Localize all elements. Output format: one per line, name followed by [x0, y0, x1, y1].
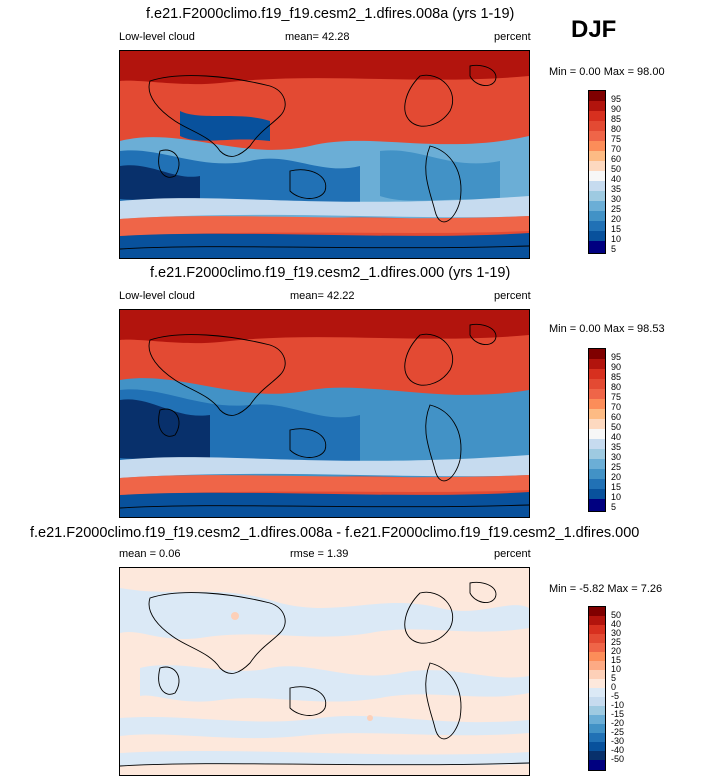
- colorbar-tick: 10: [611, 664, 622, 674]
- colorbar-tick: 60: [611, 412, 622, 422]
- colorbar-tick: 25: [611, 462, 622, 472]
- colorbar-tick: -50: [611, 754, 625, 764]
- panel1-colorbar: [588, 90, 606, 254]
- colorbar-tick: 70: [611, 402, 622, 412]
- panel3-units-label: percent: [494, 548, 531, 560]
- panel2-variable-label: Low-level cloud: [119, 290, 195, 302]
- colorbar-tick: 15: [611, 655, 622, 665]
- colorbar-tick: -30: [611, 736, 625, 746]
- panel2-map: [119, 309, 530, 518]
- colorbar-tick: 75: [611, 392, 622, 402]
- colorbar-tick: 80: [611, 382, 622, 392]
- colorbar-tick: 85: [611, 114, 622, 124]
- panel3-title: f.e21.F2000climo.f19_f19.cesm2_1.dfires.…: [30, 525, 640, 541]
- panel2-colorbar: [588, 348, 606, 512]
- panel3-colorbar-ticks: 50 40 30 25 20 15 10 5 0 -5 -10 -15 -20 …: [611, 610, 641, 770]
- colorbar-tick: 35: [611, 184, 622, 194]
- panel1-variable-label: Low-level cloud: [119, 31, 195, 43]
- panel2-mean-label: mean= 42.22: [290, 290, 355, 302]
- colorbar-tick: 95: [611, 352, 622, 362]
- colorbar-tick: 35: [611, 442, 622, 452]
- colorbar-tick: 25: [611, 637, 622, 647]
- colorbar-tick: 75: [611, 134, 622, 144]
- panel2-colorbar-ticks: 95 90 85 80 75 70 60 50 40 35 30 25 20 1…: [611, 352, 641, 512]
- colorbar-tick: 30: [611, 452, 622, 462]
- colorbar-tick: 40: [611, 174, 622, 184]
- colorbar-tick: 25: [611, 204, 622, 214]
- colorbar-tick: 20: [611, 472, 622, 482]
- panel2-minmax-label: Min = 0.00 Max = 98.53: [549, 323, 665, 335]
- colorbar-tick: -15: [611, 709, 625, 719]
- colorbar-tick: 5: [611, 244, 617, 254]
- colorbar-tick: 70: [611, 144, 622, 154]
- colorbar-tick: 50: [611, 164, 622, 174]
- panel2-units-label: percent: [494, 290, 531, 302]
- panel2-title: f.e21.F2000climo.f19_f19.cesm2_1.dfires.…: [150, 265, 511, 281]
- panel3-map: [119, 567, 530, 776]
- panel1-minmax-label: Min = 0.00 Max = 98.00: [549, 66, 665, 78]
- colorbar-tick: 50: [611, 610, 622, 620]
- colorbar-tick: -10: [611, 700, 625, 710]
- colorbar-tick: -25: [611, 727, 625, 737]
- colorbar-tick: 90: [611, 104, 622, 114]
- panel1-map: [119, 50, 530, 259]
- colorbar-tick: -5: [611, 691, 620, 701]
- panel1-colorbar-ticks: 95 90 85 80 75 70 60 50 40 35 30 25 20 1…: [611, 94, 641, 254]
- panel3-rmse-label: rmse = 1.39: [290, 548, 349, 560]
- panel1-mean-label: mean= 42.28: [285, 31, 350, 43]
- panel3-minmax-label: Min = -5.82 Max = 7.26: [549, 583, 663, 595]
- colorbar-tick: 20: [611, 646, 622, 656]
- panel1-units-label: percent: [494, 31, 531, 43]
- colorbar-tick: 0: [611, 682, 617, 692]
- colorbar-tick: 15: [611, 482, 622, 492]
- colorbar-tick: -40: [611, 745, 625, 755]
- colorbar-tick: 40: [611, 619, 622, 629]
- colorbar-tick: 30: [611, 628, 622, 638]
- colorbar-tick: 50: [611, 422, 622, 432]
- colorbar-tick: 5: [611, 673, 617, 683]
- panel1-title: f.e21.F2000climo.f19_f19.cesm2_1.dfires.…: [146, 6, 515, 22]
- panel3-mean-label: mean = 0.06: [119, 548, 181, 560]
- colorbar-tick: 15: [611, 224, 622, 234]
- colorbar-tick: 40: [611, 432, 622, 442]
- colorbar-tick: 80: [611, 124, 622, 134]
- colorbar-tick: 95: [611, 94, 622, 104]
- panel3-colorbar: [588, 606, 606, 771]
- colorbar-tick: 60: [611, 154, 622, 164]
- season-label: DJF: [571, 16, 617, 43]
- colorbar-tick: 30: [611, 194, 622, 204]
- colorbar-tick: -20: [611, 718, 625, 728]
- colorbar-tick: 10: [611, 234, 622, 244]
- colorbar-tick: 90: [611, 362, 622, 372]
- colorbar-tick: 10: [611, 492, 622, 502]
- colorbar-tick: 20: [611, 214, 622, 224]
- colorbar-tick: 5: [611, 502, 617, 512]
- colorbar-tick: 85: [611, 372, 622, 382]
